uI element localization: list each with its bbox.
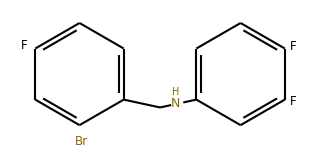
Text: F: F	[290, 40, 296, 53]
Text: N: N	[171, 98, 180, 110]
Text: H: H	[172, 87, 179, 97]
Text: F: F	[290, 95, 296, 108]
Text: F: F	[21, 39, 27, 52]
Text: Br: Br	[75, 135, 88, 148]
